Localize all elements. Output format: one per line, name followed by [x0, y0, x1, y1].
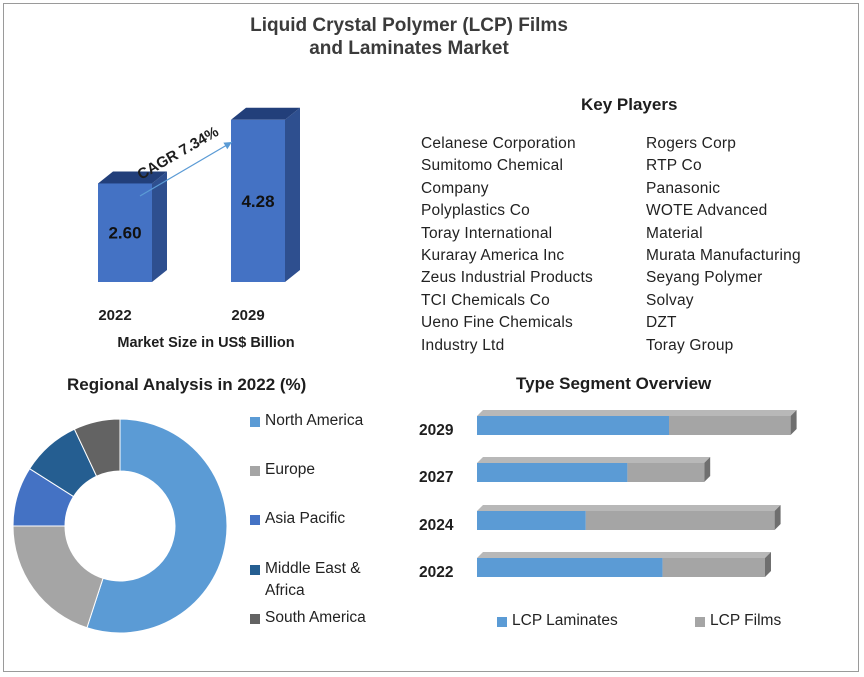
segment-heading: Type Segment Overview: [516, 374, 712, 393]
segment-bar-lcp-laminates: [477, 416, 669, 435]
regional-heading: Regional Analysis in 2022 (%): [67, 375, 307, 394]
segment-row-2022: 2022: [419, 552, 771, 581]
legend-swatch-europe: [250, 466, 260, 476]
market-bar-top: [98, 171, 167, 184]
market-bar-front: [98, 183, 152, 282]
donut-slice-south-america: [73, 418, 121, 477]
legend-swatch-asia-pacific: [250, 515, 260, 525]
segment-bar-lcp-laminates: [477, 558, 663, 577]
segment-category-label: 2024: [419, 517, 454, 534]
segment-bar-lcp-films: [669, 416, 791, 435]
key-player-1-2: Sumitomo Chemical: [421, 157, 564, 175]
segment-bar-top: [477, 505, 781, 511]
legend-europe: Europe: [265, 461, 315, 478]
segment-row-2024: 2024: [419, 505, 781, 534]
key-player-2-5: Material: [646, 224, 703, 242]
title-line-2: and Laminates Market: [309, 38, 509, 59]
segment-category-label: 2029: [419, 422, 454, 439]
legend-swatch-lcp-films: [695, 617, 705, 627]
segment-bar-side: [790, 410, 797, 435]
legend-middle-east-africa: Middle East & Africa: [265, 558, 361, 602]
legend-south-america: South America: [265, 609, 366, 626]
segment-category-label: 2022: [419, 564, 453, 581]
legend-middle-east-line-2: Africa: [265, 582, 305, 599]
key-player-2-10: Toray Group: [646, 336, 734, 354]
market-bar-2029: 4.28 2029: [231, 107, 300, 324]
market-bar-category-label: 2022: [98, 307, 131, 324]
key-player-1-4: Polyplastics Co: [421, 202, 530, 220]
key-player-1-9: Ueno Fine Chemicals: [421, 314, 573, 332]
key-player-1-5: Toray International: [421, 224, 553, 242]
segment-row-2027: 2027: [419, 457, 711, 486]
segment-bar-top: [477, 552, 771, 558]
legend-swatch-south-america: [250, 614, 260, 624]
key-player-2-7: Seyang Polymer: [646, 269, 763, 287]
segment-bar-lcp-laminates: [477, 511, 586, 530]
legend-lcp-films: LCP Films: [710, 612, 782, 629]
legend-swatch-middle-east-africa: [250, 565, 260, 575]
segment-bar-side: [704, 457, 711, 482]
key-player-1-3: Company: [421, 179, 489, 197]
segment-row-2029: 2029: [419, 410, 797, 439]
regional-donut-chart: [12, 418, 228, 634]
key-player-1-6: Kuraray America Inc: [421, 247, 565, 265]
segment-category-label: 2027: [419, 469, 453, 486]
key-player-2-6: Murata Manufacturing: [646, 247, 801, 265]
segment-bar-side: [774, 505, 781, 530]
market-size-axis-label: Market Size in US$ Billion: [117, 335, 294, 351]
segment-bar-lcp-films: [662, 558, 765, 577]
market-bar-front: [231, 119, 285, 283]
key-player-1-7: Zeus Industrial Products: [421, 269, 593, 287]
donut-slice-north-america: [86, 418, 228, 634]
market-bar-top: [231, 107, 300, 120]
key-players-column-1: Celanese Corporation Sumitomo Chemical Com…: [421, 133, 593, 357]
market-bar-value-label: 4.28: [241, 192, 274, 211]
legend-swatch-lcp-laminates: [497, 617, 507, 627]
key-player-1-10: Industry Ltd: [421, 336, 505, 354]
segment-bar-lcp-films: [627, 463, 705, 482]
market-bar-2022: 2.60 2022: [98, 171, 167, 324]
key-player-2-1: Rogers Corp: [646, 135, 737, 152]
segment-bar-top: [477, 410, 797, 416]
key-player-2-9: DZT: [646, 314, 677, 332]
market-bar-side: [152, 171, 167, 282]
legend-lcp-laminates: LCP Laminates: [512, 612, 618, 629]
cagr-arrow: [139, 141, 233, 197]
market-bar-category-label: 2029: [231, 307, 264, 324]
segment-bar-lcp-films: [585, 511, 775, 530]
segment-bar-top: [477, 457, 711, 463]
title-line-1: Liquid Crystal Polymer (LCP) Films: [250, 15, 568, 36]
key-player-1-8: TCI Chemicals Co: [421, 291, 550, 309]
key-players-column-2: Rogers Corp RTP Co Panasonic WOTE Advanced M…: [646, 133, 801, 357]
market-bar-side: [285, 107, 300, 283]
key-player-1-1: Celanese Corporation: [421, 135, 576, 152]
key-player-2-2: RTP Co: [646, 157, 702, 175]
key-players-heading: Key Players: [581, 95, 678, 114]
legend-swatch-north-america: [250, 417, 260, 427]
legend-north-america: North America: [265, 412, 364, 429]
segment-bar-lcp-laminates: [477, 463, 628, 482]
key-player-2-4: WOTE Advanced: [646, 202, 768, 220]
key-player-2-8: Solvay: [646, 291, 694, 309]
legend-middle-east-line-1: Middle East &: [265, 560, 361, 577]
key-player-2-3: Panasonic: [646, 179, 721, 197]
legend-asia-pacific: Asia Pacific: [265, 510, 346, 527]
page-title: Liquid Crystal Polymer (LCP) Films and L…: [0, 14, 818, 60]
segment-bar-side: [765, 552, 771, 577]
market-bar-value-label: 2.60: [108, 224, 141, 243]
